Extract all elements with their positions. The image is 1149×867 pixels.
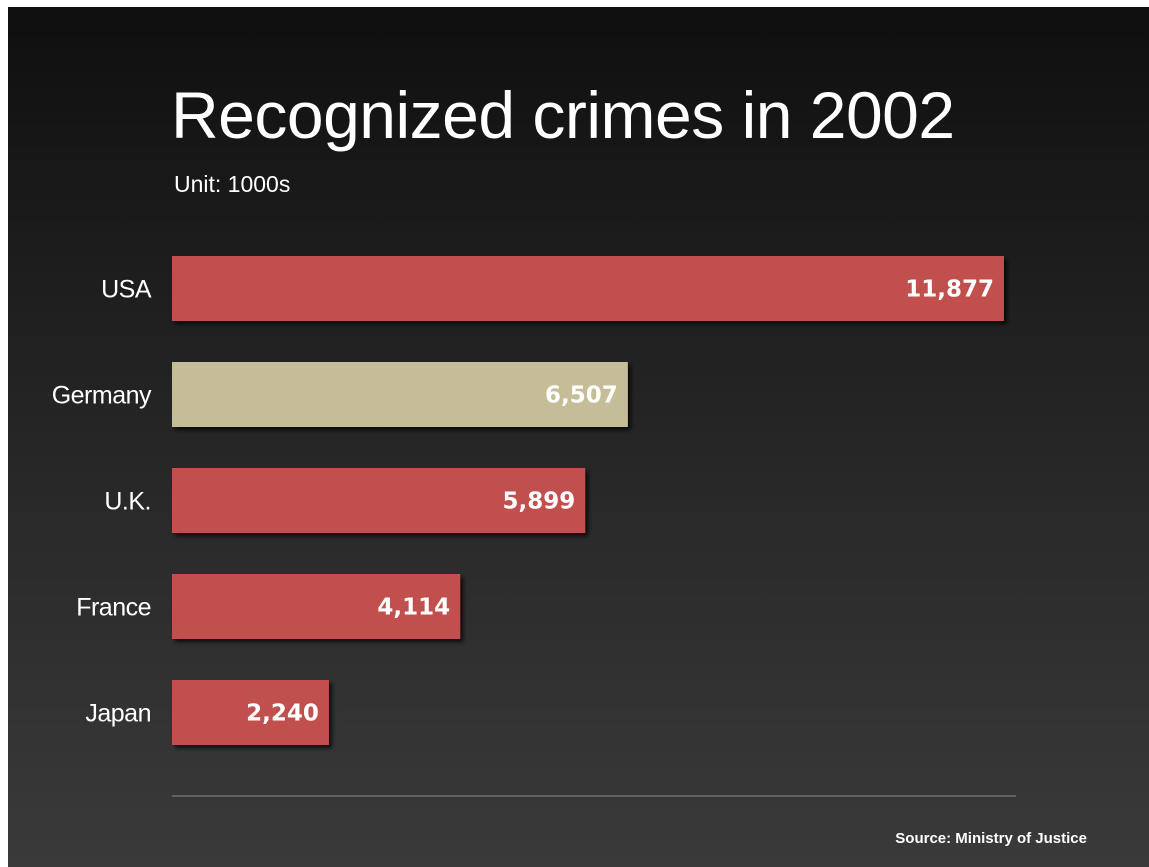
value-label: 11,877 <box>905 277 994 303</box>
chart-subtitle: Unit: 1000s <box>174 171 291 197</box>
bar-u-k <box>172 468 586 533</box>
chart-slide: Recognized crimes in 2002 Unit: 1000s US… <box>8 7 1149 867</box>
category-label: U.K. <box>104 488 151 516</box>
bars-group: USA 11,877 Germany 6,507 U.K. 5,899 France 4,11… <box>52 256 1004 745</box>
category-label: France <box>76 594 151 622</box>
source-note: Source: Ministry of Justice <box>895 830 1087 847</box>
category-label: Japan <box>85 700 151 728</box>
bar-france <box>172 574 461 639</box>
category-label: USA <box>101 276 152 304</box>
value-label: 4,114 <box>377 595 450 621</box>
chart-title: Recognized crimes in 2002 <box>171 78 955 152</box>
bar-japan <box>172 680 329 745</box>
value-label: 6,507 <box>545 383 618 409</box>
value-label: 5,899 <box>502 489 575 515</box>
bar-germany <box>172 362 628 427</box>
value-label: 2,240 <box>246 701 319 727</box>
bar-chart: USA 11,877 Germany 6,507 U.K. 5,899 France 4,11… <box>52 256 1016 797</box>
category-label: Germany <box>52 382 152 410</box>
bar-usa <box>172 256 1004 321</box>
